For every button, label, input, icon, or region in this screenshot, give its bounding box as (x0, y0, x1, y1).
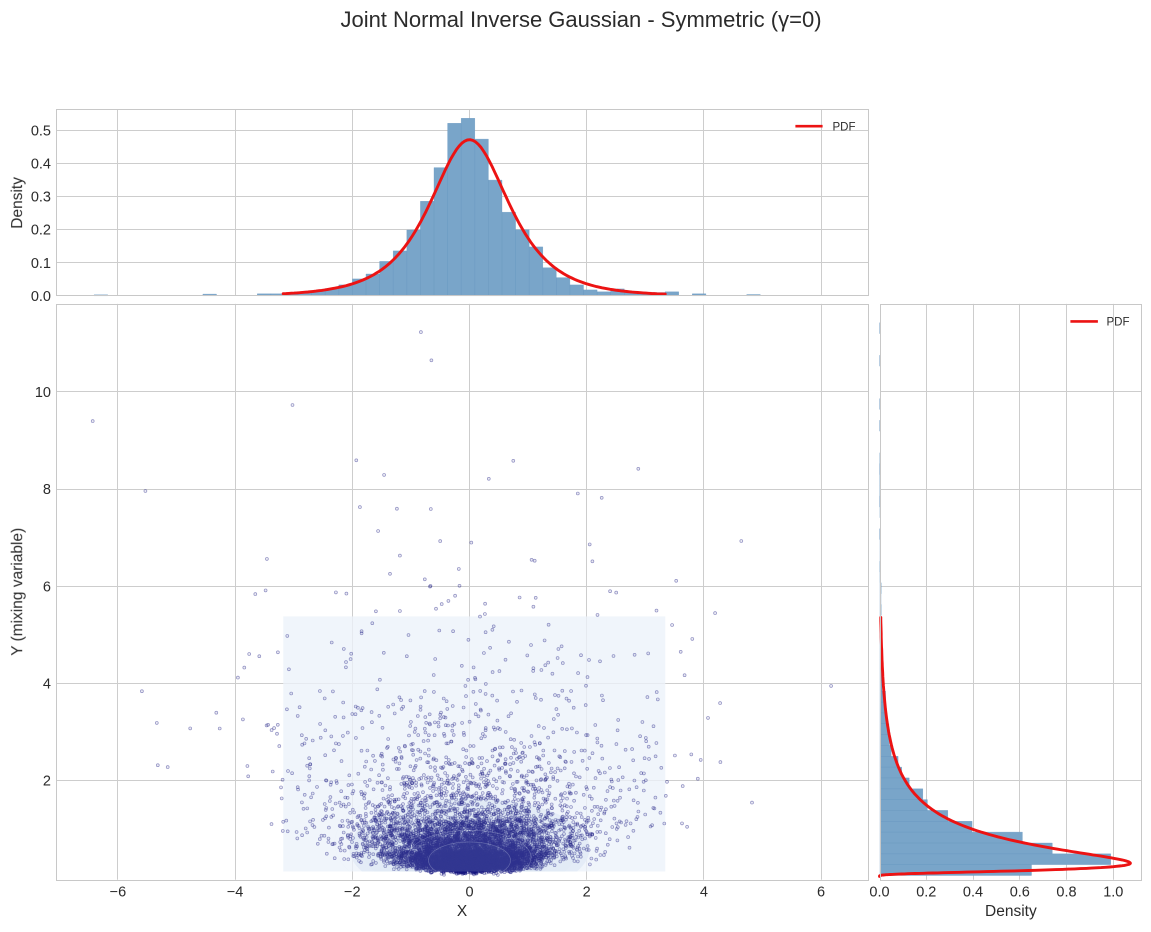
svg-text:PDF: PDF (833, 121, 856, 133)
